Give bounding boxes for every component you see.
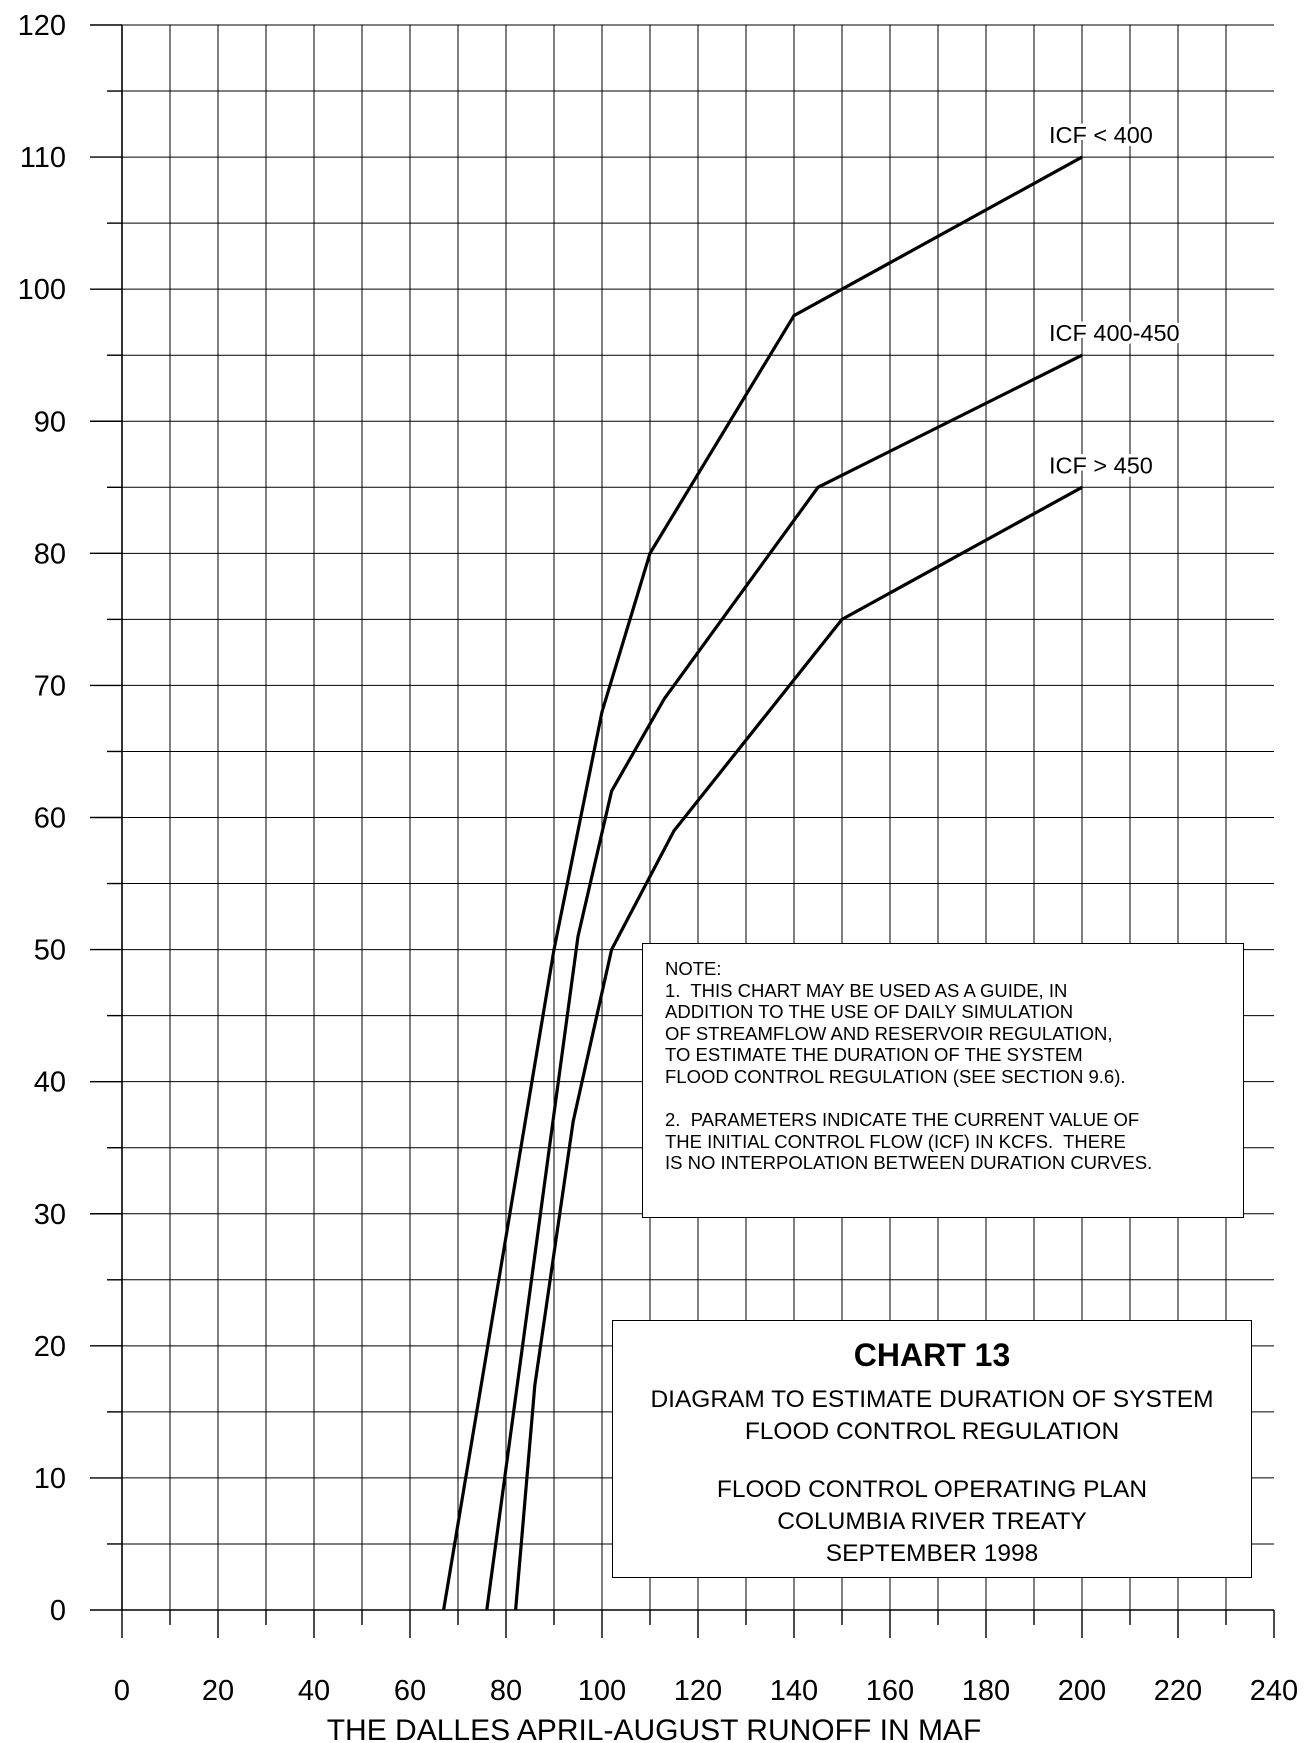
y-tick-label: 40	[34, 1067, 66, 1099]
y-tick-label: 100	[18, 274, 66, 306]
x-tick-label: 0	[114, 1675, 130, 1707]
x-tick-label: 160	[866, 1675, 914, 1707]
series-line	[514, 485, 1083, 1611]
x-tick-label: 20	[202, 1675, 234, 1707]
series-line	[485, 353, 1083, 1611]
chart-title: CHART 13	[853, 1337, 1011, 1373]
x-tick-label: 240	[1250, 1675, 1298, 1707]
plan-title-line: FLOOD CONTROL OPERATING PLAN	[716, 1476, 1148, 1503]
y-tick-label: 10	[34, 1463, 66, 1495]
x-tick-label: 140	[770, 1675, 818, 1707]
y-tick-label: 50	[34, 935, 66, 967]
title-block: CHART 13 DIAGRAM TO ESTIMATE DURATION OF…	[612, 1320, 1252, 1578]
series-label: ICF 400-450	[1049, 320, 1180, 346]
y-tick-label: 70	[34, 670, 66, 702]
y-tick-label: 120	[18, 10, 66, 42]
x-tick-label: 180	[962, 1675, 1010, 1707]
y-tick-label: 20	[34, 1331, 66, 1363]
y-tick-label: 60	[34, 803, 66, 835]
note-line: FLOOD CONTROL REGULATION (SEE SECTION 9.…	[665, 1065, 1126, 1087]
note-spacer	[665, 1088, 1243, 1110]
x-tick-label: 120	[674, 1675, 722, 1707]
note-line: OF STREAMFLOW AND RESERVOIR REGULATION,	[665, 1022, 1113, 1044]
note-line: 1. THIS CHART MAY BE USED AS A GUIDE, IN	[665, 979, 1068, 1001]
y-tick-label: 0	[50, 1595, 66, 1627]
x-tick-label: 60	[394, 1675, 426, 1707]
note-line: 2. PARAMETERS INDICATE THE CURRENT VALUE…	[665, 1109, 1140, 1131]
x-tick-label: 40	[298, 1675, 330, 1707]
note-line: TO ESTIMATE THE DURATION OF THE SYSTEM	[665, 1044, 1083, 1066]
y-tick-label: 30	[34, 1199, 66, 1231]
x-tick-label: 200	[1058, 1675, 1106, 1707]
y-tick-label: 80	[34, 538, 66, 570]
chart-description-line: FLOOD CONTROL REGULATION	[744, 1418, 1120, 1445]
series-layer	[442, 155, 1083, 1611]
series-label: ICF < 400	[1049, 122, 1153, 148]
axes: 0 10 20 30 40 50 60 70 80 90 100 110 120 0 20 40 60 80 100…	[18, 10, 1299, 1743]
note-line: THE INITIAL CONTROL FLOW (ICF) IN KCFS. …	[665, 1130, 1126, 1152]
note-line: IS NO INTERPOLATION BETWEEN DURATION CUR…	[665, 1152, 1153, 1174]
x-tick-label: 100	[578, 1675, 626, 1707]
plan-date-line: SEPTEMBER 1998	[825, 1540, 1039, 1567]
series-label: ICF > 450	[1049, 452, 1153, 478]
note-heading: NOTE:	[665, 958, 722, 979]
plan-title-line: COLUMBIA RIVER TREATY	[777, 1508, 1087, 1535]
labels: ICF < 400 ICF 400-450 ICF > 450	[1046, 119, 1184, 482]
chart-description-line: DIAGRAM TO ESTIMATE DURATION OF SYSTEM	[650, 1386, 1214, 1413]
x-tick-label: 80	[490, 1675, 522, 1707]
x-tick-label: 220	[1154, 1675, 1202, 1707]
y-tick-label: 110	[20, 142, 66, 174]
series-line	[442, 155, 1083, 1611]
note-box: NOTE: 1. THIS CHART MAY BE USED AS A GUI…	[642, 943, 1244, 1218]
y-tick-label: 90	[34, 406, 66, 438]
x-axis-label: THE DALLES APRIL-AUGUST RUNOFF IN MAF	[327, 1714, 982, 1743]
note-line: ADDITION TO THE USE OF DAILY SIMULATION	[665, 1001, 1074, 1023]
